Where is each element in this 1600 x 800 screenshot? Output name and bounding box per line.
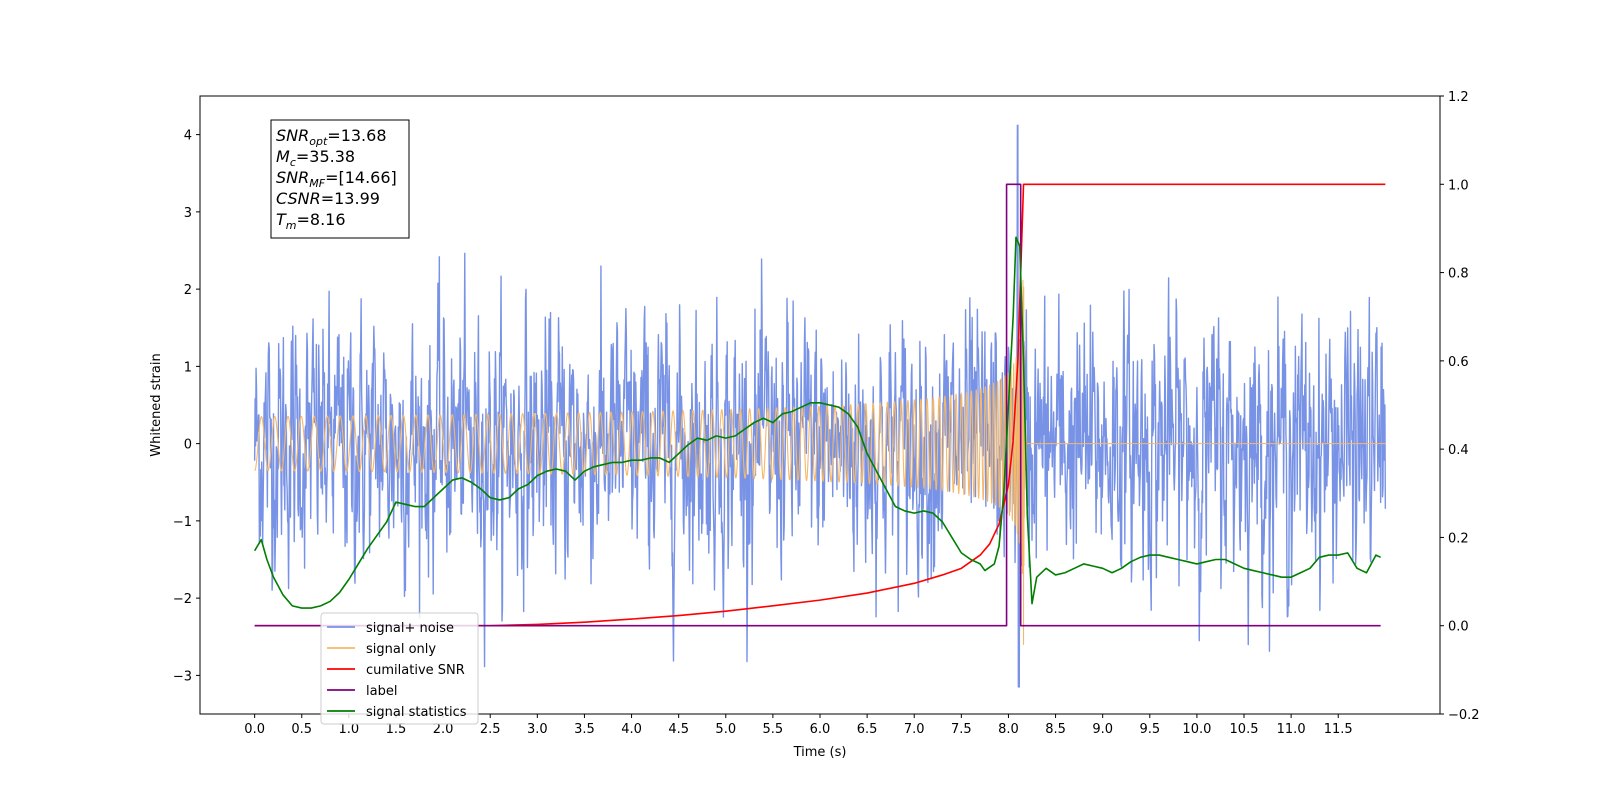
legend-label-signal-noise: signal+ noise xyxy=(366,621,454,636)
legend: signal+ noise signal only cumilative SNR la… xyxy=(320,612,479,725)
x-tick-label: 8.5 xyxy=(1045,722,1066,737)
legend-label-signal-statistics: signal statistics xyxy=(366,705,467,720)
x-tick-label: 8.0 xyxy=(998,722,1019,737)
x-tick-label: 6.5 xyxy=(857,722,878,737)
x-tick-label: 9.5 xyxy=(1139,722,1160,737)
x-tick-label: 4.5 xyxy=(668,722,689,737)
x-tick-label: 10.5 xyxy=(1230,722,1259,737)
legend-label-signal-only: signal only xyxy=(366,642,436,657)
series-line-cumilative-snr xyxy=(254,183,1386,627)
x-tick-label: 5.0 xyxy=(715,722,736,737)
y2-tick-label: 0.8 xyxy=(1448,267,1469,282)
y-tick-label: 0 xyxy=(184,438,192,453)
y-tick-label: 1 xyxy=(184,360,192,375)
x-tick-label: 2.0 xyxy=(433,722,454,737)
x-tick-label: 7.0 xyxy=(904,722,925,737)
series-line-label xyxy=(254,183,1381,627)
series-layer xyxy=(253,124,1387,688)
y-tick-label: −1 xyxy=(173,515,192,530)
y2-tick-label: 0.0 xyxy=(1448,620,1469,635)
x-tick-label: 11.0 xyxy=(1277,722,1306,737)
stats-annotation-box: SNRopt=13.68Mc=35.38SNRMF=[14.66]CSNR=13… xyxy=(270,119,410,239)
annotation-frame xyxy=(270,119,410,239)
y2-tick-label: 0.4 xyxy=(1448,443,1469,458)
x-tick-label: 3.5 xyxy=(574,722,595,737)
x-axis-label: Time (s) xyxy=(793,745,847,760)
annotation-line: CSNR=13.99 xyxy=(276,189,380,208)
y-tick-label: 2 xyxy=(184,283,192,298)
legend-label-label: label xyxy=(366,684,397,699)
x-tick-label: 0.5 xyxy=(291,722,312,737)
y-tick-label: −3 xyxy=(173,669,192,684)
x-tick-label: 5.5 xyxy=(763,722,784,737)
x-tick-label: 3.0 xyxy=(527,722,548,737)
annotation-line: Mc=35.38 xyxy=(276,147,355,169)
annotation-line: SNRopt=13.68 xyxy=(276,126,387,148)
ticks-layer: 0.0 0.5 1.0 1.5 2.0 2.5 3.0 3.5 4.0 4.5 5.0 5.5 6.0 6… xyxy=(173,90,1480,737)
x-tick-label: 10.0 xyxy=(1182,722,1211,737)
y2-tick-label: 0.2 xyxy=(1448,531,1469,546)
y2-tick-label: 1.2 xyxy=(1448,90,1469,105)
annotation-line: SNRMF=[14.66] xyxy=(276,168,397,190)
x-tick-label: 6.0 xyxy=(810,722,831,737)
y-axis-label: Whitened strain xyxy=(149,353,164,456)
y2-tick-label: 1.0 xyxy=(1448,178,1469,193)
annotation-line: Tm=8.16 xyxy=(276,210,346,232)
series-line-signal-statistics xyxy=(253,236,1381,609)
x-tick-label: 4.0 xyxy=(621,722,642,737)
x-tick-label: 1.0 xyxy=(339,722,360,737)
y-tick-label: 3 xyxy=(184,206,192,221)
x-tick-label: 9.0 xyxy=(1092,722,1113,737)
y2-tick-label: −0.2 xyxy=(1448,708,1480,723)
y2-tick-label: 0.6 xyxy=(1448,355,1469,370)
legend-label-cumilative-snr: cumilative SNR xyxy=(366,663,465,678)
x-tick-label: 1.5 xyxy=(386,722,407,737)
legend-frame xyxy=(320,612,479,725)
y-tick-label: −2 xyxy=(173,592,192,607)
x-tick-label: 7.5 xyxy=(951,722,972,737)
x-tick-label: 2.5 xyxy=(480,722,501,737)
y-tick-label: 4 xyxy=(184,129,192,144)
x-tick-label: 0.0 xyxy=(244,722,265,737)
series-line-signal-only xyxy=(254,279,1386,646)
x-tick-label: 11.5 xyxy=(1324,722,1353,737)
